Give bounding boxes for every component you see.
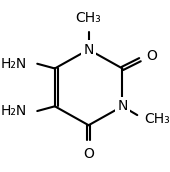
Text: N: N [117,99,128,113]
Text: H₂N: H₂N [0,57,27,71]
Text: N: N [83,42,94,57]
Text: CH₃: CH₃ [144,112,170,126]
Text: CH₃: CH₃ [76,11,101,25]
Text: H₂N: H₂N [0,104,27,118]
Text: O: O [83,147,94,161]
Text: O: O [147,49,158,63]
